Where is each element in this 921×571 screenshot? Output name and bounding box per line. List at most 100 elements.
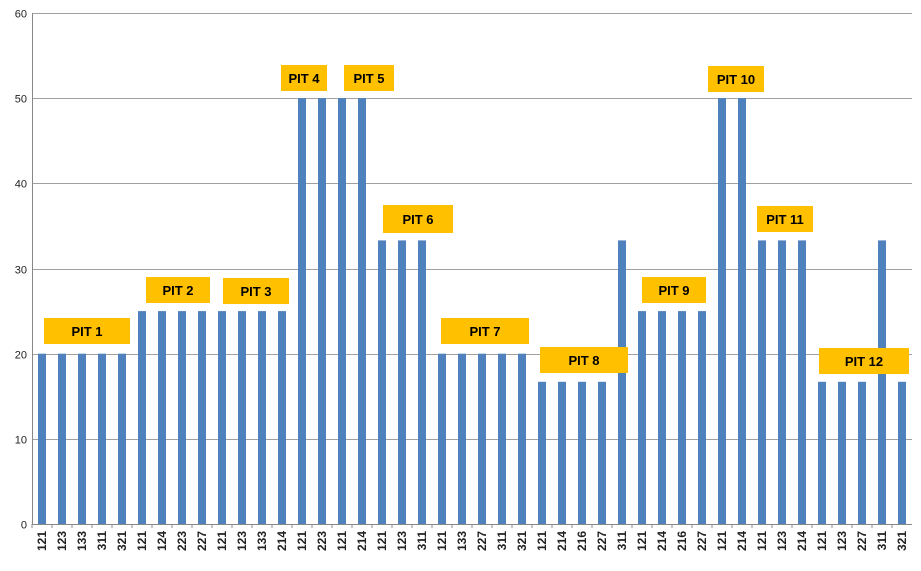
- x-tick-label: 121: [375, 531, 389, 551]
- x-tick-label: 214: [355, 531, 369, 551]
- x-tick-label: 214: [555, 531, 569, 551]
- y-tick-label: 60: [15, 9, 27, 21]
- pit-label-text: PIT 6: [402, 212, 433, 227]
- bar: [158, 311, 166, 524]
- bar: [378, 240, 386, 524]
- pit-label-box: [383, 205, 453, 233]
- x-tick-label: 216: [575, 531, 589, 551]
- x-tick-label: 123: [395, 531, 409, 551]
- x-tick-label: 214: [795, 531, 809, 551]
- y-tick-label: 20: [15, 350, 27, 362]
- bar: [98, 353, 106, 524]
- bar: [458, 353, 466, 524]
- bar: [78, 353, 86, 524]
- pit-label-text: PIT 7: [469, 324, 500, 339]
- x-tick-label: 311: [495, 531, 509, 551]
- x-tick-label: 227: [475, 531, 489, 551]
- pit-label-box: [540, 347, 628, 373]
- x-tick-label: 227: [855, 531, 869, 551]
- bar: [778, 240, 786, 524]
- bar: [238, 311, 246, 524]
- x-tick-label: 133: [255, 531, 269, 551]
- bar: [438, 353, 446, 524]
- x-tick-label: 124: [155, 531, 169, 551]
- bar: [118, 353, 126, 524]
- pit-label-box: [146, 277, 210, 303]
- y-axis-ticks: 0 10 20 30 40 50 60: [15, 9, 27, 532]
- pit-label-box: [819, 348, 909, 374]
- x-tick-label: 227: [195, 531, 209, 551]
- x-tick-label: 121: [295, 531, 309, 551]
- bar: [318, 98, 326, 524]
- x-tick-label: 321: [895, 531, 909, 551]
- y-tick-label: 10: [15, 435, 27, 447]
- x-tick-label: 223: [175, 531, 189, 551]
- x-tick-label: 214: [275, 531, 289, 551]
- x-tick-label: 321: [515, 531, 529, 551]
- bar: [498, 353, 506, 524]
- x-tick-label: 121: [35, 531, 49, 551]
- x-tick-label: 123: [235, 531, 249, 551]
- bar: [858, 381, 866, 524]
- bar: [278, 311, 286, 524]
- x-tick-label: 216: [675, 531, 689, 551]
- x-tick-label: 311: [875, 531, 889, 551]
- bar: [518, 353, 526, 524]
- bar: [38, 353, 46, 524]
- bar: [738, 98, 746, 524]
- bar: [558, 381, 566, 524]
- bar: [578, 381, 586, 524]
- bar: [718, 98, 726, 524]
- x-tick-label: 311: [415, 531, 429, 551]
- bar: [418, 240, 426, 524]
- bar: [598, 381, 606, 524]
- x-tick-label: 123: [835, 531, 849, 551]
- bar: [618, 240, 626, 524]
- pit-label-box: [281, 65, 327, 91]
- x-tick-label: 227: [595, 531, 609, 551]
- x-tick-label: 214: [655, 531, 669, 551]
- x-tick-label: 121: [755, 531, 769, 551]
- x-tick-label: 123: [55, 531, 69, 551]
- x-tick-label: 214: [735, 531, 749, 551]
- x-tick-label: 121: [135, 531, 149, 551]
- x-axis-ticks: 121 123 133 311 321 121 124 223 227 121 123 133 214 1…: [31, 524, 909, 551]
- pit-label-text: PIT 12: [845, 354, 883, 369]
- pit-label-text: PIT 8: [568, 353, 599, 368]
- x-tick-label: 121: [535, 531, 549, 551]
- bar: [58, 353, 66, 524]
- pit-label-box: [441, 318, 529, 344]
- bar: [758, 240, 766, 524]
- pit-label-box: [642, 277, 706, 303]
- bar: [818, 381, 826, 524]
- x-tick-label: 121: [215, 531, 229, 551]
- pit-label-text: PIT 9: [658, 283, 689, 298]
- pit-label-box: [44, 318, 130, 344]
- pit-labels: PIT 1 PIT 2 PIT 3 PIT 4 PIT 5 PIT 6 PIT 7 PIT 8…: [44, 65, 909, 374]
- bar: [258, 311, 266, 524]
- x-tick-label: 223: [315, 531, 329, 551]
- x-tick-label: 121: [635, 531, 649, 551]
- pit-label-text: PIT 11: [766, 212, 804, 227]
- pit-label-box: [344, 65, 394, 91]
- bar: [138, 311, 146, 524]
- bar: [798, 240, 806, 524]
- x-tick-label: 321: [115, 531, 129, 551]
- pit-label-text: PIT 2: [162, 283, 193, 298]
- bar: [698, 311, 706, 524]
- bar: [838, 381, 846, 524]
- bar: [638, 311, 646, 524]
- y-tick-label: 0: [21, 520, 27, 532]
- x-tick-label: 133: [75, 531, 89, 551]
- bar: [358, 98, 366, 524]
- x-tick-label: 227: [695, 531, 709, 551]
- x-tick-label: 121: [715, 531, 729, 551]
- pit-label-box: [223, 278, 289, 304]
- pit-label-text: PIT 5: [353, 71, 384, 86]
- pit-label-text: PIT 1: [71, 324, 102, 339]
- pit-label-text: PIT 4: [288, 71, 320, 86]
- bar: [678, 311, 686, 524]
- bar: [198, 311, 206, 524]
